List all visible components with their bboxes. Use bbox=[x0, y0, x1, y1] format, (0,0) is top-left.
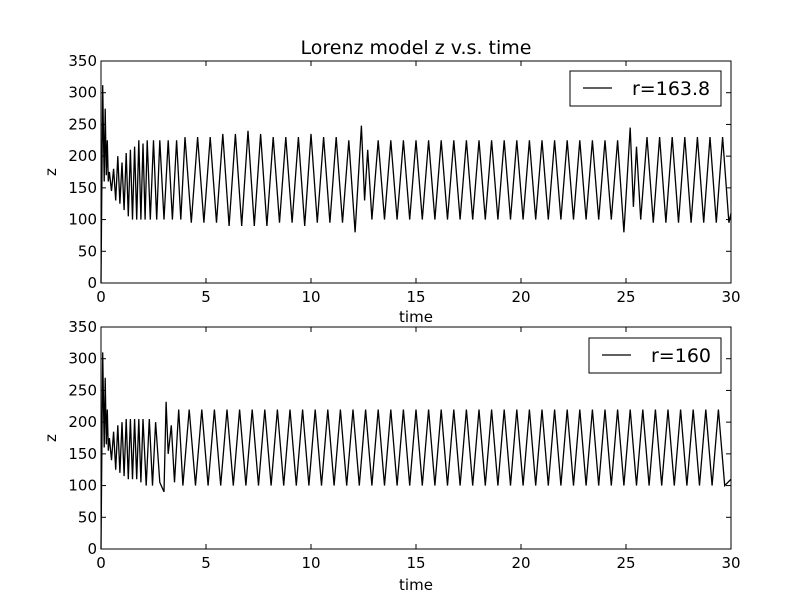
y-tick-label: 250 bbox=[68, 381, 97, 399]
y-tick-label: 100 bbox=[68, 211, 97, 229]
y-tick-label: 250 bbox=[68, 115, 97, 133]
subplot-top: Lorenz model z v.s. time 0 5 10 15 20 25 30 0 5… bbox=[42, 37, 741, 326]
y-tick-label: 50 bbox=[78, 242, 97, 260]
y-tick-label: 0 bbox=[87, 274, 97, 292]
x-tick-label: 5 bbox=[201, 288, 211, 306]
series-line-r160 bbox=[100, 352, 732, 550]
x-tick-label: 5 bbox=[201, 554, 211, 572]
y-tick-label: 300 bbox=[68, 84, 97, 102]
x-tick-label: 20 bbox=[511, 554, 530, 572]
x-tick-label: 0 bbox=[96, 554, 106, 572]
x-ticks-bottom: 0 5 10 15 20 25 30 bbox=[96, 327, 741, 572]
x-axis-label-bottom: time bbox=[399, 576, 433, 594]
y-tick-label: 350 bbox=[68, 318, 97, 336]
legend-label-bottom: r=160 bbox=[651, 345, 711, 367]
chart-title: Lorenz model z v.s. time bbox=[301, 37, 532, 59]
legend-label-top: r=163.8 bbox=[632, 78, 710, 100]
y-tick-label: 200 bbox=[68, 147, 97, 165]
legend-bottom: r=160 bbox=[588, 337, 722, 374]
y-axis-label-top: z bbox=[42, 168, 60, 176]
y-ticks-top: 0 50 100 150 200 250 300 350 bbox=[68, 52, 731, 292]
x-tick-label: 10 bbox=[301, 554, 320, 572]
x-axis-label-top: time bbox=[399, 308, 433, 326]
x-tick-label: 15 bbox=[406, 554, 425, 572]
y-tick-label: 50 bbox=[78, 508, 97, 526]
y-tick-label: 150 bbox=[68, 179, 97, 197]
x-tick-label: 15 bbox=[406, 288, 425, 306]
x-tick-label: 10 bbox=[301, 288, 320, 306]
y-tick-label: 100 bbox=[68, 477, 97, 495]
y-tick-label: 300 bbox=[68, 350, 97, 368]
y-tick-label: 0 bbox=[87, 540, 97, 558]
y-tick-label: 200 bbox=[68, 413, 97, 431]
series-line-r163 bbox=[100, 85, 732, 284]
x-tick-label: 25 bbox=[616, 554, 635, 572]
legend-top: r=163.8 bbox=[569, 70, 722, 107]
x-ticks-top: 0 5 10 15 20 25 30 bbox=[96, 61, 741, 306]
y-ticks-bottom: 0 50 100 150 200 250 300 350 bbox=[68, 318, 731, 558]
y-tick-label: 350 bbox=[68, 52, 97, 70]
x-tick-label: 0 bbox=[96, 288, 106, 306]
x-tick-label: 25 bbox=[616, 288, 635, 306]
x-tick-label: 30 bbox=[721, 288, 740, 306]
x-tick-label: 30 bbox=[721, 554, 740, 572]
y-axis-label-bottom: z bbox=[42, 434, 60, 442]
x-tick-label: 20 bbox=[511, 288, 530, 306]
y-tick-label: 150 bbox=[68, 445, 97, 463]
